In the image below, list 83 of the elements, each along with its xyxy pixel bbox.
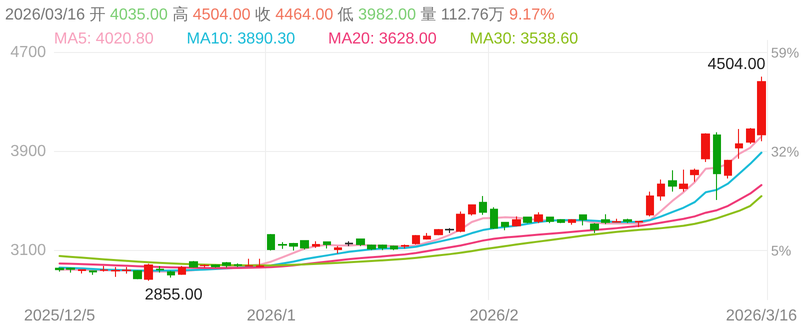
candlestick bbox=[490, 206, 498, 230]
candlestick bbox=[657, 179, 665, 202]
candlestick bbox=[690, 168, 699, 182]
candlestick bbox=[568, 218, 576, 226]
candlestick bbox=[278, 242, 287, 250]
text: MA20: 3628.00 bbox=[328, 30, 437, 48]
candlestick bbox=[646, 191, 654, 217]
candlestick bbox=[746, 128, 755, 144]
candlestick bbox=[323, 241, 331, 249]
candlestick bbox=[534, 212, 543, 224]
candlestick bbox=[423, 232, 431, 240]
candlestick bbox=[66, 267, 75, 274]
candlestick bbox=[144, 263, 153, 282]
line-series bbox=[58, 184, 762, 270]
candlestick bbox=[668, 170, 677, 192]
text: MA30: 3538.60 bbox=[470, 30, 578, 48]
candlestick bbox=[735, 128, 743, 160]
candlestick bbox=[378, 244, 387, 251]
candlestick bbox=[156, 265, 164, 274]
y-tick-label: 3100 bbox=[10, 242, 46, 259]
candlestick bbox=[579, 214, 587, 226]
candlestick bbox=[479, 196, 487, 216]
candlestick bbox=[557, 218, 565, 224]
candlestick bbox=[679, 169, 688, 192]
annotation: 4504.00 bbox=[708, 56, 766, 74]
candlestick bbox=[267, 234, 275, 251]
y2-tick-label: 59% bbox=[771, 44, 800, 60]
candlestick bbox=[167, 270, 175, 278]
candlestick bbox=[289, 242, 298, 251]
candlestick bbox=[724, 159, 732, 180]
candlestick bbox=[623, 218, 632, 224]
x-tick-label: 2026/3/16 bbox=[726, 308, 798, 324]
candlestick bbox=[300, 240, 309, 250]
candlestick bbox=[211, 264, 220, 268]
candlestick bbox=[701, 132, 710, 162]
y2-tick-label: 5% bbox=[771, 242, 792, 258]
x-tick-label: 2025/12/5 bbox=[24, 308, 96, 324]
x-tick-label: 2026/2 bbox=[470, 308, 519, 324]
candlestick bbox=[523, 216, 532, 224]
candlestick bbox=[468, 204, 476, 216]
chart-title: 2026/03/16 开 4035.00 高 4504.00 收 4464.00 低 3982.00 量 112.76万 9.17% bbox=[5, 6, 554, 24]
text: MA10: 3890.30 bbox=[186, 30, 296, 48]
candlestick bbox=[256, 258, 264, 268]
candlestick bbox=[245, 258, 253, 266]
candlestick bbox=[356, 238, 365, 247]
candlestick bbox=[390, 245, 398, 251]
candlestick bbox=[345, 240, 353, 247]
candlestick bbox=[590, 222, 599, 234]
x-tick-label: 2026/1 bbox=[246, 308, 296, 324]
candlestick bbox=[612, 218, 621, 223]
candlestick bbox=[178, 265, 186, 276]
line-series bbox=[58, 195, 762, 266]
candlestick bbox=[601, 214, 610, 225]
candlestick bbox=[122, 266, 131, 274]
candlestick bbox=[100, 265, 108, 272]
candlestick bbox=[445, 228, 454, 234]
candlestick bbox=[78, 269, 86, 274]
candlestick bbox=[401, 244, 409, 249]
candlestick bbox=[412, 234, 420, 246]
y-tick-label: 3900 bbox=[10, 142, 46, 160]
candlestick bbox=[189, 260, 198, 268]
text: MA5: 4020.80 bbox=[54, 30, 154, 48]
candlestick bbox=[312, 240, 320, 248]
candlestick bbox=[111, 266, 120, 278]
candlestick bbox=[367, 244, 376, 251]
candlestick bbox=[546, 216, 554, 224]
candlestick bbox=[757, 76, 766, 142]
y-tick-label: 4700 bbox=[10, 44, 46, 61]
candlestick bbox=[501, 222, 509, 231]
candlestick bbox=[200, 264, 209, 268]
candlestick bbox=[512, 216, 521, 227]
candlestick bbox=[635, 220, 643, 228]
annotation: 2855.00 bbox=[144, 286, 203, 304]
candlestick bbox=[334, 246, 342, 254]
candlestick bbox=[713, 132, 721, 200]
y2-tick-label: 32% bbox=[771, 143, 800, 160]
candlestick bbox=[55, 267, 64, 272]
candlestick bbox=[234, 262, 242, 268]
candlestick bbox=[133, 270, 142, 280]
candlestick bbox=[89, 270, 97, 276]
candlestick bbox=[222, 261, 231, 268]
candlestick bbox=[456, 210, 465, 233]
candlestick bbox=[434, 228, 443, 236]
